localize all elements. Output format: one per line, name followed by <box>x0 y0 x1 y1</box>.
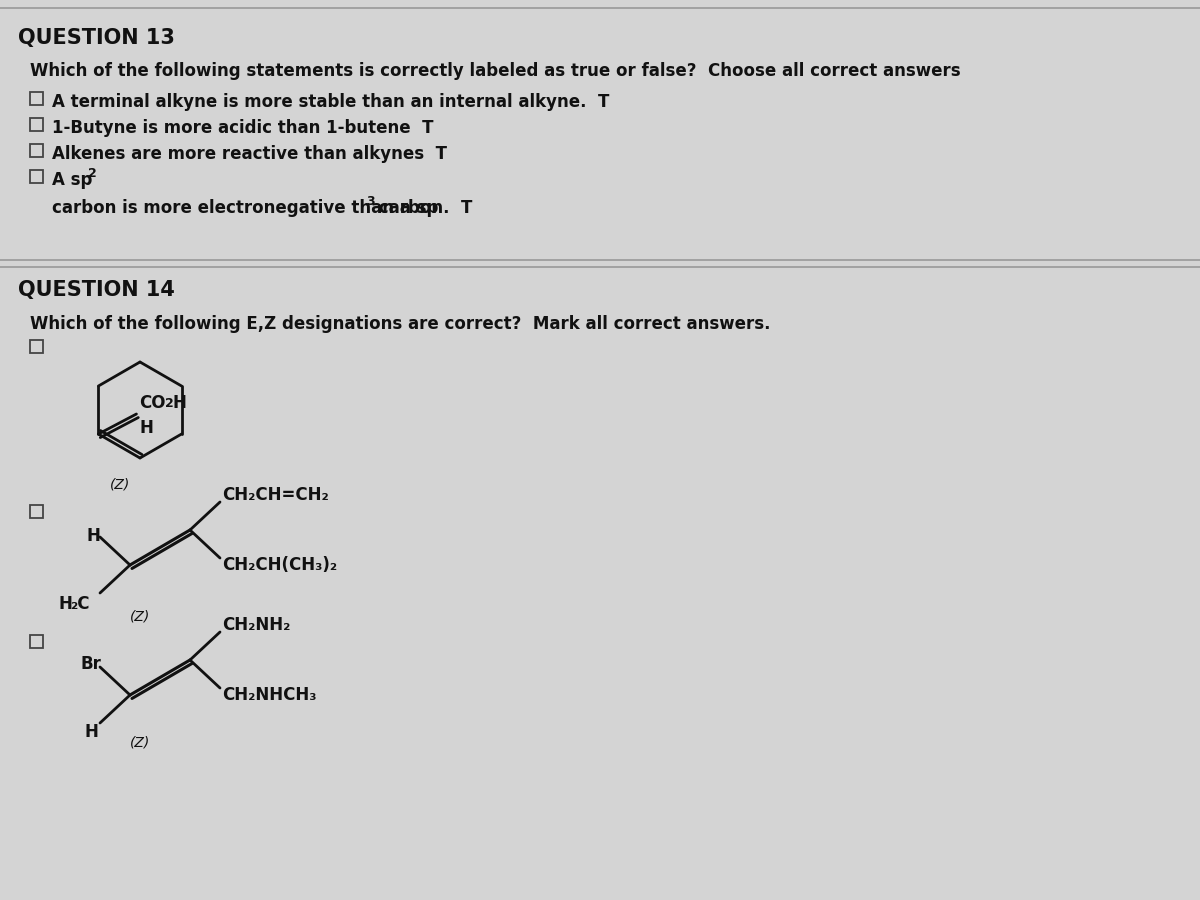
Text: A sp: A sp <box>52 171 92 189</box>
Bar <box>30 118 43 131</box>
Text: Br: Br <box>80 655 101 673</box>
Text: 2: 2 <box>88 167 97 180</box>
Text: (Z): (Z) <box>130 735 150 749</box>
Text: 2: 2 <box>166 397 174 410</box>
Text: carbon.  T: carbon. T <box>373 199 473 217</box>
Text: CH₂NHCH₃: CH₂NHCH₃ <box>222 686 317 704</box>
Text: Which of the following statements is correctly labeled as true or false?  Choose: Which of the following statements is cor… <box>30 62 961 80</box>
Text: H: H <box>84 723 98 741</box>
Text: carbon is more electronegative than a sp: carbon is more electronegative than a sp <box>52 199 438 217</box>
Text: H: H <box>139 419 154 437</box>
Bar <box>30 340 43 353</box>
Text: CH₂CH(CH₃)₂: CH₂CH(CH₃)₂ <box>222 556 337 574</box>
Text: CH₂NH₂: CH₂NH₂ <box>222 616 290 634</box>
Text: QUESTION 13: QUESTION 13 <box>18 28 175 48</box>
Bar <box>30 92 43 105</box>
Bar <box>30 635 43 648</box>
Text: QUESTION 14: QUESTION 14 <box>18 280 175 300</box>
Text: CO: CO <box>139 394 166 412</box>
Text: H: H <box>58 595 72 613</box>
Text: A terminal alkyne is more stable than an internal alkyne.  T: A terminal alkyne is more stable than an… <box>52 93 610 111</box>
Text: (Z): (Z) <box>130 610 150 624</box>
Text: CH₂CH=CH₂: CH₂CH=CH₂ <box>222 486 329 504</box>
Text: 3: 3 <box>366 195 374 208</box>
Text: Which of the following E,Z designations are correct?  Mark all correct answers.: Which of the following E,Z designations … <box>30 315 770 333</box>
Text: H: H <box>86 527 100 545</box>
Text: H: H <box>173 394 186 412</box>
Bar <box>30 144 43 157</box>
Text: ₂C: ₂C <box>70 595 90 613</box>
Bar <box>30 170 43 183</box>
Text: Alkenes are more reactive than alkynes  T: Alkenes are more reactive than alkynes T <box>52 145 446 163</box>
Text: 1-Butyne is more acidic than 1-butene  T: 1-Butyne is more acidic than 1-butene T <box>52 119 433 137</box>
Text: (Z): (Z) <box>110 478 131 492</box>
Bar <box>30 505 43 518</box>
